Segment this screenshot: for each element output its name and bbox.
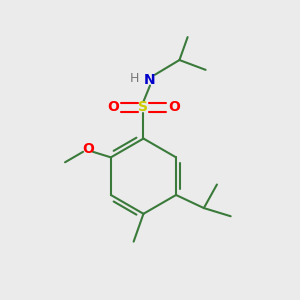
Text: H: H xyxy=(130,71,139,85)
Text: O: O xyxy=(107,100,119,115)
Text: O: O xyxy=(168,100,180,115)
Text: S: S xyxy=(139,100,148,115)
Text: O: O xyxy=(82,142,94,156)
Text: N: N xyxy=(144,73,156,87)
